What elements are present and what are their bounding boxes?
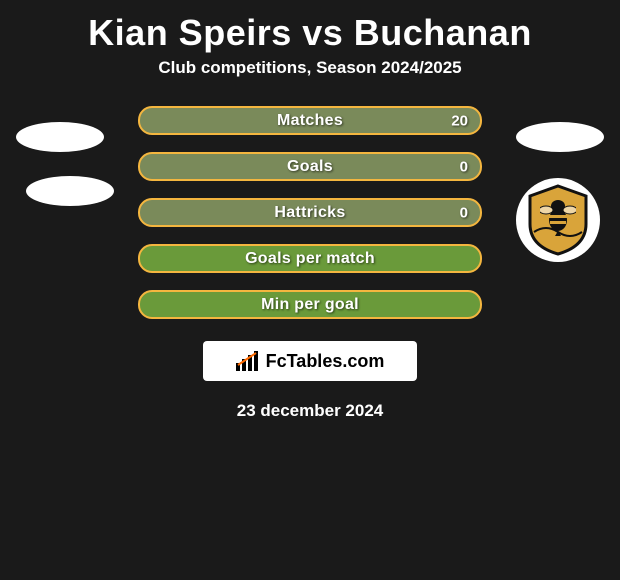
branding-box: FcTables.com: [203, 341, 417, 381]
stats-rows: Matches 20 Goals 0 Hattricks 0 Goals per match…: [138, 106, 482, 319]
stat-value-right: 20: [451, 112, 468, 129]
bar-chart-icon: [236, 351, 260, 371]
stat-row: Goals 0: [138, 152, 482, 181]
stat-label: Min per goal: [261, 296, 359, 314]
stat-label: Hattricks: [274, 204, 345, 222]
player-badge-left-2: [26, 176, 114, 206]
branding-text: FcTables.com: [266, 351, 385, 372]
page-title: Kian Speirs vs Buchanan: [0, 0, 620, 58]
datestamp: 23 december 2024: [0, 401, 620, 421]
stat-value-right: 0: [460, 204, 468, 221]
stat-value-right: 0: [460, 158, 468, 175]
stat-row: Goals per match: [138, 244, 482, 273]
stat-row: Hattricks 0: [138, 198, 482, 227]
wasp-icon: [540, 196, 576, 236]
player-badge-left-1: [16, 122, 104, 152]
page-subtitle: Club competitions, Season 2024/2025: [0, 58, 620, 78]
club-crest-right: [516, 178, 600, 262]
stat-row: Min per goal: [138, 290, 482, 319]
stat-label: Matches: [277, 112, 343, 130]
stat-row: Matches 20: [138, 106, 482, 135]
stat-label: Goals: [287, 158, 333, 176]
player-badge-right-1: [516, 122, 604, 152]
stat-label: Goals per match: [245, 250, 375, 268]
